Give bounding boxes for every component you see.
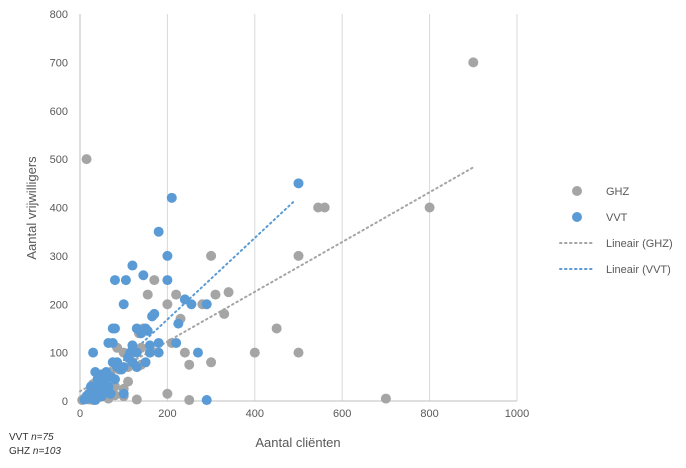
y-tick-label: 100	[50, 348, 68, 360]
ghz-point	[223, 287, 234, 298]
vvt-point	[201, 395, 212, 406]
vvt-point	[192, 347, 203, 358]
ghz-point	[210, 289, 221, 300]
y-tick-label: 700	[50, 57, 68, 69]
vvt-note-label: VVT	[9, 432, 29, 443]
ghz-point	[171, 289, 182, 300]
vvt-point	[118, 388, 129, 399]
ghz-point	[293, 347, 304, 358]
vvt-point	[162, 275, 173, 286]
vvt-point	[136, 328, 147, 339]
vvt-point	[92, 374, 103, 385]
axes	[79, 14, 517, 402]
x-tick-label: 600	[333, 408, 351, 420]
ghz-point	[162, 388, 173, 399]
legend-label-ghz: GHZ	[606, 186, 630, 198]
vvt-point	[173, 318, 184, 329]
ghz-point	[184, 359, 195, 370]
vvt-point	[90, 395, 101, 406]
vvt-point	[112, 357, 123, 368]
vvt-point	[138, 270, 149, 281]
ghz-point	[249, 347, 260, 358]
vvt-point	[140, 357, 151, 368]
x-axis-title: Aantal cliënten	[255, 435, 340, 450]
vvt-point	[88, 347, 99, 358]
vvt-point	[131, 347, 142, 358]
ghz-note-label: GHZ	[9, 446, 31, 457]
ghz-point	[149, 275, 160, 286]
vvt-point	[166, 192, 177, 203]
y-tick-label: 500	[50, 154, 68, 166]
ghz-point	[142, 289, 153, 300]
y-axis-title: Aantal vrijwilligers	[24, 156, 39, 260]
legend: GHZ VVT Lineair (GHZ) Lineair (VVT)	[559, 186, 673, 276]
gridlines	[166, 14, 518, 401]
x-tick-label: 0	[77, 408, 83, 420]
vvt-sample-note: VVT n=75	[9, 432, 54, 443]
ghz-point	[380, 393, 391, 404]
ghz-point	[206, 250, 217, 261]
vvt-point	[127, 260, 138, 271]
ghz-point	[184, 395, 195, 406]
ghz-point	[271, 323, 282, 334]
vvt-point	[153, 337, 164, 348]
ghz-point	[179, 347, 190, 358]
vvt-point	[171, 337, 182, 348]
vvt-point	[109, 275, 120, 286]
vvt-point	[201, 299, 212, 310]
ghz-point	[81, 154, 92, 165]
ghz-point	[319, 202, 330, 213]
vvt-point	[186, 299, 197, 310]
ghz-point	[206, 357, 217, 368]
vvt-point	[107, 337, 118, 348]
vvt-point	[79, 394, 90, 405]
legend-label-vvt: VVT	[606, 212, 628, 224]
ghz-sample-note: GHZ n=103	[9, 446, 61, 457]
vvt-point	[101, 383, 112, 394]
legend-label-lineair-vvt: Lineair (VVT)	[606, 264, 671, 276]
vvt-point	[116, 364, 127, 375]
vvt-point	[144, 347, 155, 358]
vvt-point	[162, 250, 173, 261]
x-tick-label: 200	[158, 408, 176, 420]
vvt-point	[107, 323, 118, 334]
vvt-point	[293, 178, 304, 189]
vvt-point	[144, 340, 155, 351]
ghz-point	[293, 250, 304, 261]
vvt-point	[153, 226, 164, 237]
legend-marker-vvt	[572, 212, 582, 222]
ghz-point	[131, 394, 142, 405]
vvt-note-n: n=75	[31, 432, 54, 443]
vvt-point	[131, 362, 142, 373]
x-tick-label: 400	[246, 408, 264, 420]
y-tick-label: 300	[50, 251, 68, 263]
x-tick-label: 800	[420, 408, 438, 420]
vvt-point	[109, 374, 120, 385]
ghz-point	[424, 202, 435, 213]
vvt-point	[118, 299, 129, 310]
legend-marker-ghz	[572, 186, 582, 196]
vvt-point	[147, 311, 158, 322]
ghz-point	[162, 299, 173, 310]
y-tick-label: 0	[62, 396, 68, 408]
y-tick-label: 400	[50, 203, 68, 215]
y-tick-label: 600	[50, 106, 68, 118]
vvt-point	[120, 275, 131, 286]
data-points	[77, 57, 479, 406]
tick-labels: 0 200 400 600 800 1000 0 100 200 300 400 500 600 700 8…	[50, 9, 530, 420]
ghz-point	[123, 376, 134, 387]
legend-label-lineair-ghz: Lineair (GHZ)	[606, 238, 673, 250]
vvt-point	[153, 347, 164, 358]
ghz-point	[219, 308, 230, 319]
trendline-lineair-ghz	[79, 166, 475, 393]
x-tick-label: 1000	[505, 408, 529, 420]
ghz-note-n: n=103	[32, 446, 61, 457]
ghz-point	[468, 57, 479, 68]
vvt-point	[123, 352, 134, 363]
y-tick-label: 200	[50, 299, 68, 311]
y-tick-label: 800	[50, 9, 68, 21]
